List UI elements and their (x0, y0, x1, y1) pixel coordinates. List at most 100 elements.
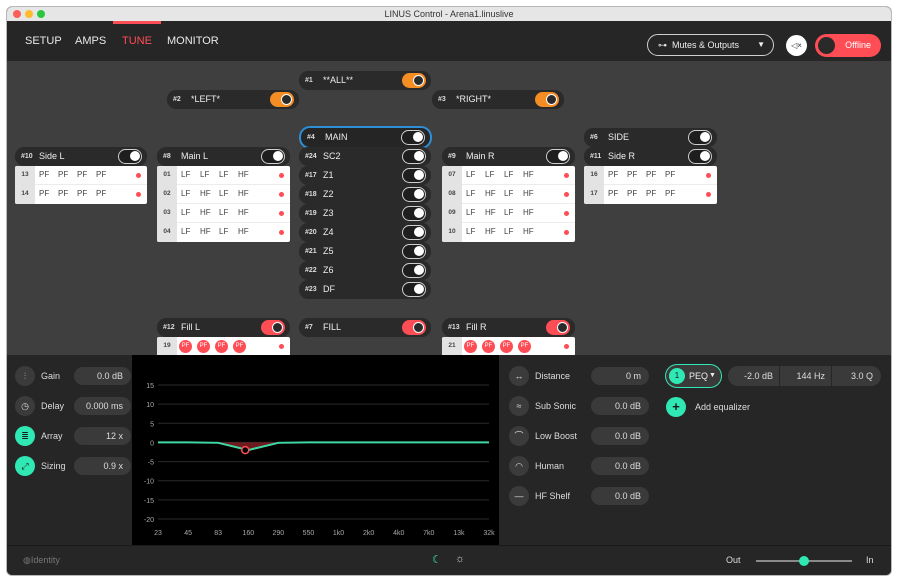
array-icon[interactable]: ≣ (15, 426, 35, 446)
group-z6[interactable]: #22 Z6 (299, 261, 431, 280)
group-toggle[interactable] (402, 263, 426, 278)
group-toggle[interactable] (402, 320, 426, 335)
group-toggle[interactable] (402, 225, 426, 240)
human-icon[interactable]: ◠ (509, 456, 529, 476)
minimize-window-button[interactable] (25, 10, 33, 18)
lowboost-icon[interactable]: ⌒ (509, 426, 529, 446)
group-fill-r[interactable]: #13 Fill R (442, 318, 575, 337)
group-toggle[interactable] (402, 73, 426, 88)
array-value-field[interactable]: 12 x (74, 427, 131, 445)
group-fill[interactable]: #7 FILL (299, 318, 431, 337)
clock-icon[interactable]: ◷ (15, 396, 35, 416)
sliders-icon[interactable]: ⫶ (15, 366, 35, 386)
delay-value-field[interactable]: 0.000 ms (74, 397, 131, 415)
group-toggle[interactable] (402, 149, 426, 164)
group-z4[interactable]: #20 Z4 (299, 223, 431, 242)
group-side[interactable]: #6 SIDE (584, 128, 717, 147)
slider-handle[interactable] (799, 556, 809, 566)
close-window-button[interactable] (13, 10, 21, 18)
footer-bar: ◍Identity ☾ ☼ Out In (7, 545, 891, 575)
table-cell: PF (500, 340, 513, 353)
group-right[interactable]: #3 *RIGHT* (432, 90, 564, 109)
table-row[interactable]: 21 PF PF PF PF (442, 337, 575, 356)
table-cell: LF (219, 189, 229, 198)
tab-amps[interactable]: AMPS (75, 35, 107, 47)
eq-freq-field[interactable]: 144 Hz (796, 371, 825, 381)
group-toggle[interactable] (546, 320, 570, 335)
table-row[interactable]: 03 LF HF LF HF (157, 204, 290, 223)
param-label: Array (41, 431, 63, 441)
sub-sonic-value-field[interactable]: 0.0 dB (591, 397, 649, 415)
mute-speaker-button[interactable]: ◁× (786, 35, 807, 56)
group-left[interactable]: #2 *LEFT* (167, 90, 299, 109)
hfshelf-icon[interactable]: — (509, 486, 529, 506)
out-in-slider[interactable] (756, 556, 852, 566)
group-z5[interactable]: #21 Z5 (299, 242, 431, 261)
zoom-window-button[interactable] (37, 10, 45, 18)
peq-type-dropdown[interactable]: 1 PEQ ▼ (666, 365, 721, 387)
group-toggle[interactable] (688, 149, 712, 164)
group-toggle[interactable] (402, 168, 426, 183)
offline-toggle[interactable]: Offline (815, 34, 881, 57)
group-toggle[interactable] (402, 206, 426, 221)
group-main-r[interactable]: #9 Main R (442, 147, 575, 166)
distance-icon[interactable]: ↔ (509, 366, 529, 386)
identity-button[interactable]: ◍Identity (23, 555, 60, 566)
mutes-outputs-dropdown[interactable]: ⊶ Mutes & Outputs ▼ (647, 34, 774, 56)
group-side-r[interactable]: #11 Side R (584, 147, 717, 166)
group-toggle[interactable] (402, 282, 426, 297)
table-row[interactable]: 08 LF HF LF HF (442, 185, 575, 204)
table-row[interactable]: 07 LF LF LF HF (442, 166, 575, 185)
sun-icon[interactable]: ☼ (455, 553, 466, 565)
group-fill-l[interactable]: #12 Fill L (157, 318, 290, 337)
group-number: #20 (305, 229, 317, 236)
group-df[interactable]: #23 DF (299, 280, 431, 299)
group-toggle[interactable] (401, 130, 425, 145)
sizing-value-field[interactable]: 0.9 x (74, 457, 131, 475)
group-toggle[interactable] (688, 130, 712, 145)
group-toggle[interactable] (270, 92, 294, 107)
distance-value-field[interactable]: 0 m (591, 367, 649, 385)
table-row[interactable]: 19 PF PF PF PF (157, 337, 290, 356)
hf-shelf-value-field[interactable]: 0.0 dB (591, 487, 649, 505)
resize-icon[interactable]: ⤢ (15, 456, 35, 476)
add-equalizer-button[interactable]: + Add equalizer (666, 397, 806, 417)
group-toggle[interactable] (546, 149, 570, 164)
eq-gain-field[interactable]: -2.0 dB (743, 371, 773, 381)
tab-tune[interactable]: TUNE (113, 21, 161, 61)
eq-response-chart[interactable]: 15 10 5 0 -5 -10 -15 -20 23 45 83 160 290 550 1k0 2k0 4k… (132, 355, 499, 545)
gain-value-field[interactable]: 0.0 dB (74, 367, 131, 385)
group-toggle[interactable] (261, 320, 285, 335)
table-row[interactable]: 17 PF PF PF PF (584, 185, 717, 204)
group-main-l[interactable]: #8 Main L (157, 147, 290, 166)
group-z2[interactable]: #18 Z2 (299, 185, 431, 204)
table-row[interactable]: 13 PF PF PF PF (15, 166, 147, 185)
eq-q-field[interactable]: 3.0 Q (850, 371, 873, 381)
table-row[interactable]: 10 LF HF LF HF (442, 223, 575, 242)
group-side-l[interactable]: #10 Side L (15, 147, 147, 166)
table-row[interactable]: 09 LF HF LF HF (442, 204, 575, 223)
group-toggle[interactable] (402, 187, 426, 202)
group-toggle[interactable] (261, 149, 285, 164)
table-row[interactable]: 02 LF HF LF HF (157, 185, 290, 204)
eq-handle[interactable] (241, 445, 250, 455)
tab-monitor[interactable]: MONITOR (167, 35, 219, 47)
moon-icon[interactable]: ☾ (432, 554, 442, 566)
table-row[interactable]: 16 PF PF PF PF (584, 166, 717, 185)
tab-setup[interactable]: SETUP (25, 35, 62, 47)
table-row[interactable]: 01 LF LF LF HF (157, 166, 290, 185)
human-value-field[interactable]: 0.0 dB (591, 457, 649, 475)
table-row[interactable]: 04 LF HF LF HF (157, 223, 290, 242)
group-toggle[interactable] (535, 92, 559, 107)
group-all[interactable]: #1 **ALL** (299, 71, 431, 90)
group-toggle[interactable] (402, 244, 426, 259)
group-main[interactable]: #4 MAIN (301, 128, 430, 147)
subsonic-icon[interactable]: ≈ (509, 396, 529, 416)
low-boost-value-field[interactable]: 0.0 dB (591, 427, 649, 445)
group-z3[interactable]: #19 Z3 (299, 204, 431, 223)
group-sc2[interactable]: #24 SC2 (299, 147, 431, 166)
status-dot (279, 192, 284, 197)
group-toggle[interactable] (118, 149, 142, 164)
group-z1[interactable]: #17 Z1 (299, 166, 431, 185)
table-row[interactable]: 14 PF PF PF PF (15, 185, 147, 204)
